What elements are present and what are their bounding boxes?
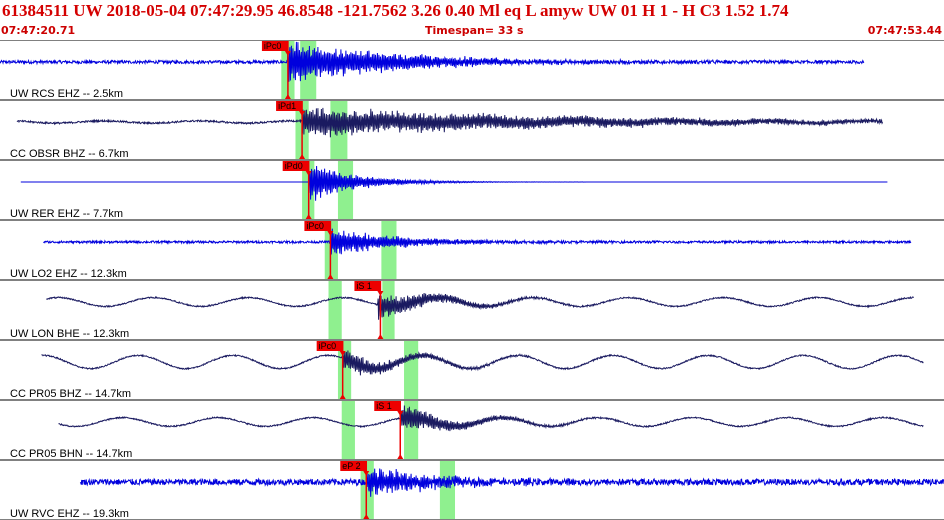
time-bar: 07:47:20.71 Timespan= 33 s 07:47:53.44 (0, 24, 944, 38)
station-label: UW LO2 EHZ -- 12.3km (10, 268, 127, 280)
waveform-trace[interactable] (41, 350, 924, 376)
end-time: 07:47:53.44 (867, 24, 942, 37)
phase-window (328, 281, 342, 339)
pick-marker-bottom (327, 274, 334, 279)
phase-window (439, 461, 456, 519)
pick-marker-bottom (363, 514, 370, 519)
station-label: UW RER EHZ -- 7.7km (10, 208, 123, 220)
pick-marker-top (363, 471, 370, 476)
pick-marker-top (339, 351, 346, 356)
phase-window (404, 341, 419, 399)
phase-pick-flag[interactable] (304, 221, 331, 231)
phase-pick-label: iPc0 (319, 341, 337, 351)
station-label: CC PR05 BHN -- 14.7km (10, 448, 132, 460)
phase-pick-flag[interactable] (276, 101, 303, 111)
pick-marker-bottom (397, 454, 404, 459)
station-label: UW RCS EHZ -- 2.5km (10, 88, 123, 100)
waveform-trace[interactable] (79, 468, 944, 497)
waveform-trace[interactable] (58, 405, 924, 432)
pick-marker-top (284, 51, 291, 56)
phase-window (341, 401, 355, 459)
phase-pick-flag[interactable] (316, 341, 343, 351)
event-header: 61384511 UW 2018-05-04 07:47:29.95 46.85… (0, 0, 944, 40)
phase-pick-flag[interactable] (354, 281, 381, 291)
phase-pick-label: iPc0 (306, 221, 324, 231)
pick-marker-bottom (377, 334, 384, 339)
event-summary-title: 61384511 UW 2018-05-04 07:47:29.95 46.85… (2, 1, 789, 20)
phase-window (381, 221, 397, 279)
pick-marker-top (299, 111, 306, 116)
phase-pick-flag[interactable] (374, 401, 401, 411)
pick-marker-top (377, 291, 384, 296)
pick-marker-bottom (284, 94, 291, 99)
waveform-trace[interactable] (16, 107, 884, 138)
waveform-trace[interactable] (20, 165, 888, 201)
pick-marker-bottom (339, 394, 346, 399)
phase-pick-flag[interactable] (340, 461, 367, 471)
phase-pick-label: iS 1 (376, 401, 392, 411)
station-label: UW LON BHE -- 12.3km (10, 328, 129, 340)
pick-marker-top (397, 411, 404, 416)
phase-pick-label: iS 1 (356, 281, 372, 291)
pick-marker-bottom (299, 154, 306, 159)
start-time: 07:47:20.71 (1, 24, 76, 37)
phase-pick-label: iPd1 (278, 101, 296, 111)
waveform-trace[interactable] (0, 41, 865, 82)
phase-pick-flag[interactable] (282, 161, 309, 171)
station-label: UW RVC EHZ -- 19.3km (10, 508, 129, 520)
phase-window (337, 161, 354, 219)
timespan-label: Timespan= 33 s (425, 24, 524, 37)
phase-pick-label: iPd0 (285, 161, 303, 171)
seismogram-panels[interactable]: iPc0 UW RCS EHZ -- 2.5km iPd1 CC OBSR BHZ -… (0, 40, 944, 520)
waveform-trace[interactable] (46, 292, 914, 320)
phase-window (360, 461, 374, 519)
waveform-trace[interactable] (43, 228, 912, 255)
pick-marker-top (305, 171, 312, 176)
station-label: CC OBSR BHZ -- 6.7km (10, 148, 129, 160)
phase-pick-label: eP 2 (342, 461, 360, 471)
pick-marker-top (327, 231, 334, 236)
pick-marker-bottom (305, 214, 312, 219)
phase-pick-flag[interactable] (261, 41, 288, 51)
station-label: CC PR05 BHZ -- 14.7km (10, 388, 131, 400)
phase-pick-label: iPc0 (264, 41, 282, 51)
